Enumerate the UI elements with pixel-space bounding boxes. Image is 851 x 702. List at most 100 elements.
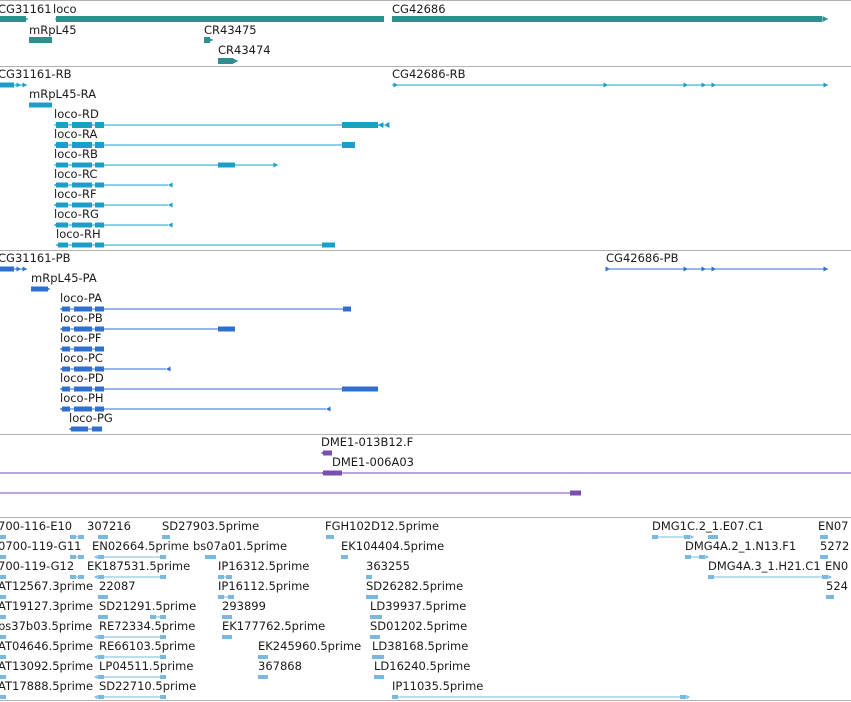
est-block[interactable] xyxy=(222,615,228,619)
gene-label-cg31161[interactable]: CG31161 xyxy=(0,2,52,16)
est-block[interactable] xyxy=(78,535,84,539)
est-block[interactable] xyxy=(226,635,232,639)
est-label[interactable]: FGH102D12.5prime xyxy=(325,519,440,533)
est-block[interactable] xyxy=(226,615,232,619)
exon-block[interactable] xyxy=(0,82,14,88)
est-block[interactable] xyxy=(372,655,378,659)
exon-block[interactable] xyxy=(323,470,342,476)
exon-block[interactable] xyxy=(56,182,68,188)
est-block[interactable] xyxy=(708,575,714,579)
exon-block[interactable] xyxy=(72,242,92,248)
est-block[interactable] xyxy=(822,555,828,559)
est-label[interactable]: AT13092.5prime xyxy=(0,659,94,673)
est-block[interactable] xyxy=(822,575,828,579)
transcript-label-loco-rg[interactable]: loco-RG xyxy=(54,207,99,221)
clone-label-dme1-006a03[interactable]: DME1-006A03 xyxy=(332,455,414,469)
exon-block[interactable] xyxy=(62,326,70,332)
est-block[interactable] xyxy=(98,575,104,579)
exon-block[interactable] xyxy=(56,202,68,208)
est-label[interactable]: AT19127.3prime xyxy=(0,599,94,613)
exon-block[interactable] xyxy=(342,142,355,148)
protein-label-loco-pd[interactable]: loco-PD xyxy=(60,371,104,385)
exon-block[interactable] xyxy=(74,306,92,312)
est-label[interactable]: 293899 xyxy=(222,599,266,613)
transcript-label-loco-ra[interactable]: loco-RA xyxy=(54,127,98,141)
est-block[interactable] xyxy=(160,615,166,619)
est-block[interactable] xyxy=(366,595,372,599)
exon-block[interactable] xyxy=(95,306,104,312)
gene-label-cr43474[interactable]: CR43474 xyxy=(218,43,271,57)
est-label[interactable]: DMG4A.2_1.N13.F1 xyxy=(685,539,797,553)
est-label[interactable]: SD21291.5prime xyxy=(99,599,197,613)
est-block[interactable] xyxy=(378,655,384,659)
transcript-label-loco-rd[interactable]: loco-RD xyxy=(54,107,99,121)
est-label[interactable]: 700-116-E10 xyxy=(0,519,73,533)
est-label[interactable]: EN0 xyxy=(825,559,849,573)
est-label[interactable]: EK245960.5prime xyxy=(258,639,362,653)
est-label[interactable]: bs07a01.5prime xyxy=(193,539,288,553)
est-block[interactable] xyxy=(226,575,232,579)
exon-block[interactable] xyxy=(56,162,68,168)
exon-block[interactable] xyxy=(95,242,104,248)
protein-label-loco-pb[interactable]: loco-PB xyxy=(60,311,103,325)
est-block[interactable] xyxy=(684,535,690,539)
est-label[interactable]: AT04646.5prime xyxy=(0,639,94,653)
exon-block[interactable] xyxy=(72,142,92,148)
est-label[interactable]: IP16112.5prime xyxy=(218,579,310,593)
est-label[interactable]: 22087 xyxy=(99,579,136,593)
est-label[interactable]: SD27903.5prime xyxy=(162,519,260,533)
est-label[interactable]: IP11035.5prime xyxy=(392,679,484,693)
est-block[interactable] xyxy=(78,575,84,579)
est-block[interactable] xyxy=(102,615,108,619)
est-block[interactable] xyxy=(0,675,6,679)
est-block[interactable] xyxy=(160,555,166,559)
exon-block[interactable] xyxy=(0,266,14,272)
est-block[interactable] xyxy=(366,575,372,579)
exon-block[interactable] xyxy=(72,182,92,188)
exon-block[interactable] xyxy=(29,37,52,43)
est-block[interactable] xyxy=(374,675,380,679)
protein-label-mrpl45-pa[interactable]: mRpL45-PA xyxy=(31,271,97,285)
est-label[interactable]: 0700-119-G11 xyxy=(0,539,82,553)
exon-block[interactable] xyxy=(95,182,104,188)
est-label[interactable]: AT17888.5prime xyxy=(0,679,94,693)
transcript-label-loco-rb[interactable]: loco-RB xyxy=(54,147,98,161)
exon-block[interactable] xyxy=(72,122,92,128)
est-block[interactable] xyxy=(680,695,686,699)
exon-block[interactable] xyxy=(570,490,581,496)
exon-block[interactable] xyxy=(31,286,48,292)
est-block[interactable] xyxy=(378,675,384,679)
clone-label-dme1-013b12-f[interactable]: DME1-013B12.F xyxy=(321,435,414,449)
exon-block[interactable] xyxy=(218,326,235,332)
exon-block[interactable] xyxy=(74,326,92,332)
exon-block[interactable] xyxy=(95,406,104,412)
est-block[interactable] xyxy=(262,655,268,659)
exon-block[interactable] xyxy=(74,366,92,372)
est-block[interactable] xyxy=(160,675,166,679)
protein-label-loco-pg[interactable]: loco-PG xyxy=(69,411,113,425)
est-label[interactable]: DMG1C.2_1.E07.C1 xyxy=(652,519,764,533)
exon-block[interactable] xyxy=(95,202,104,208)
protein-label-cg31161-pb[interactable]: CG31161-PB xyxy=(0,251,71,265)
est-block[interactable] xyxy=(222,635,228,639)
est-label[interactable]: 700-119-G12 xyxy=(0,559,75,573)
est-label[interactable]: EN02664.5prime xyxy=(92,539,189,553)
exon-block[interactable] xyxy=(72,222,92,228)
est-block[interactable] xyxy=(685,555,691,559)
exon-block[interactable] xyxy=(29,102,52,108)
est-block[interactable] xyxy=(228,595,234,599)
exon-block[interactable] xyxy=(71,426,88,432)
est-block[interactable] xyxy=(78,555,84,559)
gene-label-cr43475[interactable]: CR43475 xyxy=(204,23,257,37)
transcript-label-loco-rc[interactable]: loco-RC xyxy=(54,167,98,181)
est-label[interactable]: AT12567.3prime xyxy=(0,579,94,593)
est-block[interactable] xyxy=(699,555,705,559)
est-block[interactable] xyxy=(70,555,76,559)
est-block[interactable] xyxy=(70,535,76,539)
est-label[interactable]: LD38168.5prime xyxy=(372,639,469,653)
transcript-label-cg31161-rb[interactable]: CG31161-RB xyxy=(0,67,72,81)
est-label[interactable]: DMG4A.3_1.H21.C1 xyxy=(708,559,821,573)
est-block[interactable] xyxy=(652,535,658,539)
est-block[interactable] xyxy=(210,555,216,559)
exon-block[interactable] xyxy=(56,122,68,128)
